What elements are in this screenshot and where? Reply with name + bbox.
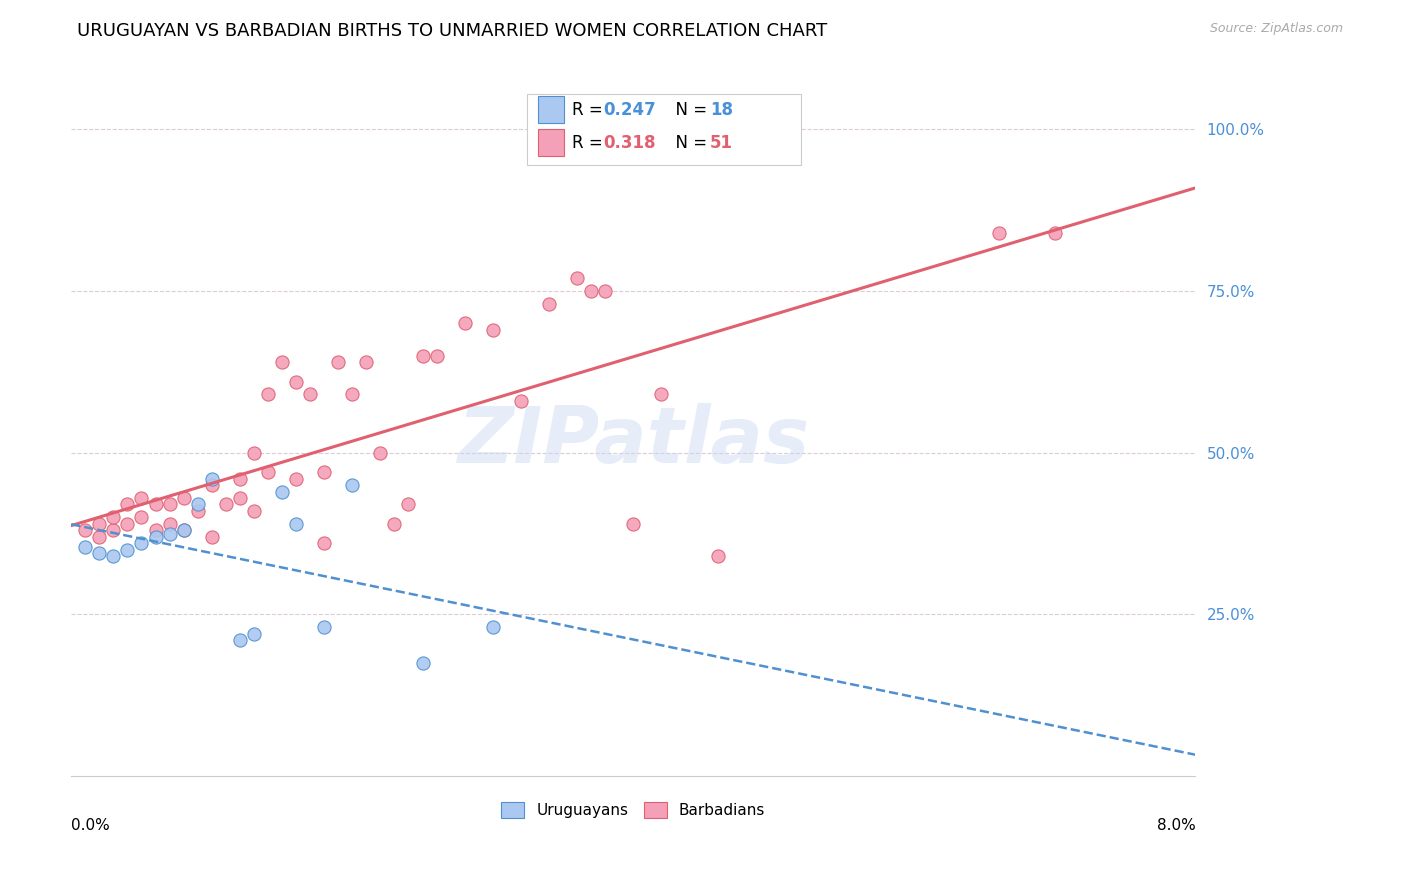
Point [201,478,224,492]
Text: N =: N = [665,134,713,152]
Point [103,510,125,524]
Point [145,498,167,512]
Point [173,524,195,538]
Point [285,516,308,531]
Point [370,446,392,460]
Text: 8.0%: 8.0% [1157,818,1195,833]
Point [159,526,181,541]
Point [187,498,209,512]
Point [271,355,294,369]
Point [412,349,434,363]
Point [384,516,406,531]
Point [103,549,125,564]
Point [173,491,195,505]
Point [481,323,503,337]
Point [145,524,167,538]
Text: N =: N = [665,101,713,119]
Point [131,510,153,524]
Text: 18: 18 [710,101,733,119]
Text: 0.0%: 0.0% [72,818,110,833]
Point [243,504,266,518]
Point [271,484,294,499]
Point [314,465,336,479]
Point [565,271,588,285]
Point [328,355,350,369]
Point [257,465,280,479]
Text: URUGUAYAN VS BARBADIAN BIRTHS TO UNMARRIED WOMEN CORRELATION CHART: URUGUAYAN VS BARBADIAN BIRTHS TO UNMARRI… [77,22,828,40]
Point [579,284,602,298]
Point [537,297,560,311]
Point [173,524,195,538]
Point [706,549,728,564]
Point [243,627,266,641]
Point [75,540,97,554]
Point [89,516,111,531]
Point [117,542,139,557]
Point [426,349,449,363]
Point [398,498,420,512]
Point [229,472,252,486]
Point [285,472,308,486]
Point [117,516,139,531]
Point [117,498,139,512]
Point [593,284,616,298]
Point [201,472,224,486]
Point [131,491,153,505]
Point [987,226,1010,240]
Point [229,491,252,505]
Point [453,316,475,330]
Point [481,620,503,634]
Point [621,516,644,531]
Point [159,498,181,512]
Text: 51: 51 [710,134,733,152]
Text: R =: R = [572,134,609,152]
Point [650,387,672,401]
Point [412,656,434,670]
Text: 0.247: 0.247 [603,101,657,119]
Point [75,524,97,538]
Point [257,387,280,401]
Point [342,478,364,492]
Point [509,393,531,408]
Legend: Uruguayans, Barbadians: Uruguayans, Barbadians [495,797,772,824]
Point [229,633,252,648]
Point [89,530,111,544]
Point [131,536,153,550]
Point [159,516,181,531]
Text: ZIPatlas: ZIPatlas [457,403,810,479]
Point [89,546,111,560]
Point [314,620,336,634]
Point [342,387,364,401]
Point [145,530,167,544]
Point [187,504,209,518]
Point [356,355,378,369]
Point [243,446,266,460]
Text: Source: ZipAtlas.com: Source: ZipAtlas.com [1209,22,1343,36]
Point [103,524,125,538]
Point [285,375,308,389]
Point [1043,226,1066,240]
Point [201,530,224,544]
Text: 0.318: 0.318 [603,134,655,152]
Point [215,498,238,512]
Point [314,536,336,550]
Point [299,387,322,401]
Text: R =: R = [572,101,609,119]
